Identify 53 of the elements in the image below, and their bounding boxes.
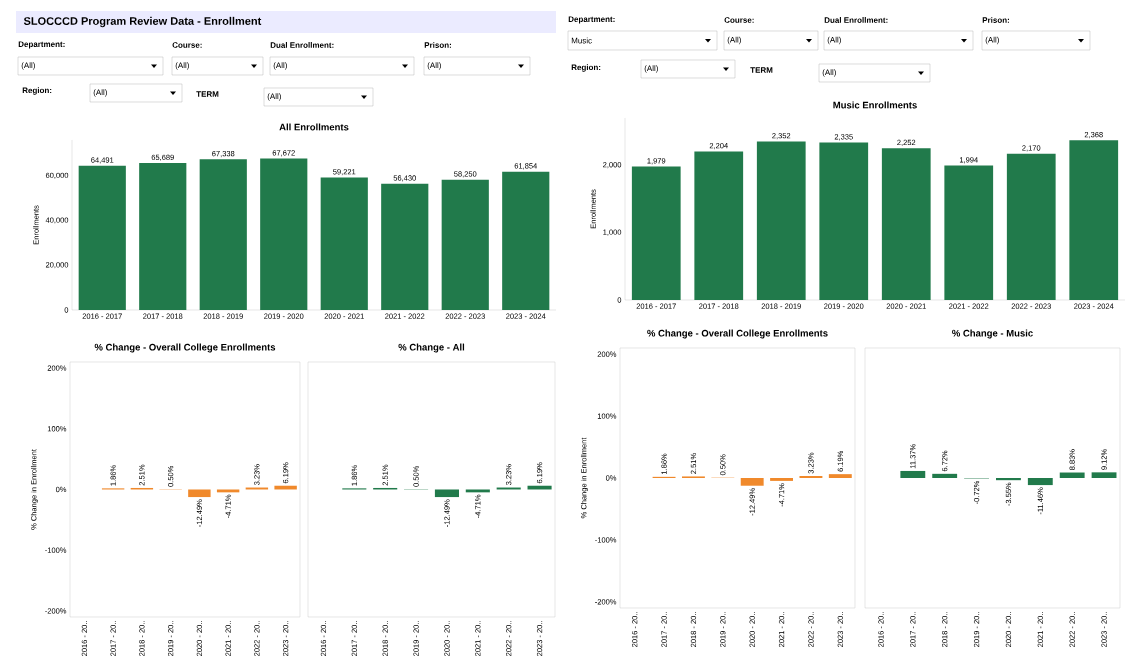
bar xyxy=(502,171,550,310)
bar xyxy=(441,179,489,310)
bar xyxy=(1006,153,1056,300)
text: (All) xyxy=(21,62,35,70)
text: Course: xyxy=(724,17,754,23)
text: (All) xyxy=(427,62,441,70)
bar xyxy=(900,470,926,478)
bar xyxy=(631,166,681,300)
bar xyxy=(1069,140,1119,300)
text: Dual Enrollment: xyxy=(270,42,334,48)
text: (All) xyxy=(273,62,287,70)
chart-title: Music Enrollments xyxy=(833,101,917,109)
chart-title: % Change - Overall College Enrollments xyxy=(94,343,276,353)
text: Prison: xyxy=(982,17,1009,23)
text: Dual Enrollment: xyxy=(824,17,888,23)
bar xyxy=(819,142,869,300)
bar xyxy=(1059,472,1085,478)
bar xyxy=(756,141,806,300)
text: (All) xyxy=(644,65,658,73)
text: Department: xyxy=(18,41,65,49)
text: (All) xyxy=(985,36,999,45)
text: (All) xyxy=(727,36,741,45)
text: Prison: xyxy=(424,42,451,48)
text: TERM xyxy=(750,67,773,73)
text: (All) xyxy=(93,89,107,97)
text: Region: xyxy=(22,87,52,95)
text: SLOCCCD Program Review Data - Enrollment xyxy=(23,16,262,28)
text: Region: xyxy=(571,64,601,72)
bar xyxy=(932,473,958,478)
chart-title: % Change - All xyxy=(398,343,465,353)
text: (All) xyxy=(827,36,841,45)
chart-title: % Change - Overall College Enrollments xyxy=(647,329,828,339)
text: Music xyxy=(571,37,592,44)
bar xyxy=(320,177,368,310)
bar xyxy=(139,163,187,310)
text: (All) xyxy=(267,93,281,101)
text: (All) xyxy=(175,62,189,70)
bar xyxy=(944,165,994,300)
bar xyxy=(260,158,308,310)
text: TERM xyxy=(196,91,219,97)
bar xyxy=(199,159,247,310)
text: Department: xyxy=(568,16,615,24)
text: (All) xyxy=(822,69,836,77)
text: Course: xyxy=(172,42,202,48)
bar xyxy=(381,183,429,310)
bar xyxy=(78,165,126,310)
bar xyxy=(694,151,744,300)
chart-title: % Change - Music xyxy=(952,329,1033,339)
bar xyxy=(996,477,1021,481)
bar xyxy=(881,148,931,300)
bar xyxy=(1091,472,1117,478)
bar xyxy=(1027,477,1053,486)
chart-title: All Enrollments xyxy=(279,123,349,131)
